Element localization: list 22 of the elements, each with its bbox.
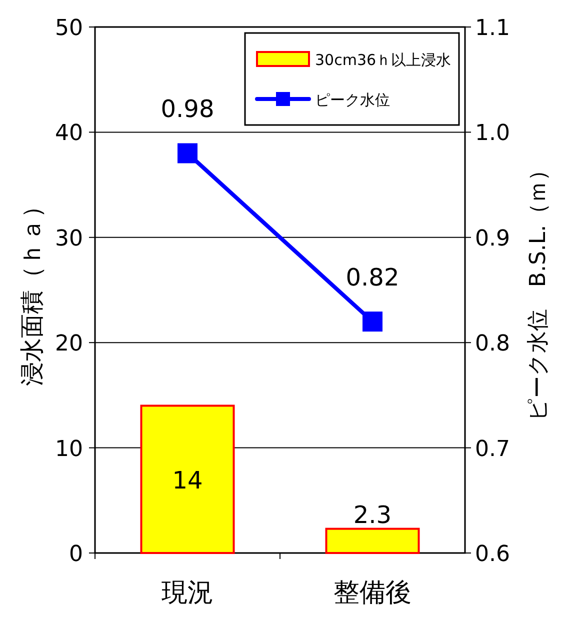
data-label: 0.98 <box>160 95 214 124</box>
y2-axis-title: ピーク水位 B.S.L.（ｍ） <box>526 158 551 422</box>
legend-label: ピーク水位 <box>315 91 390 109</box>
y-tick-label: 30 <box>55 226 83 252</box>
y-axis-title: 浸水面積（ｈａ） <box>18 194 46 386</box>
x-tick-label: 整備後 <box>334 578 412 608</box>
y-tick-label: 0 <box>69 542 83 567</box>
data-label: 0.82 <box>346 264 400 292</box>
y2-tick-label: 0.7 <box>475 436 510 462</box>
y-tick-label: 20 <box>55 332 83 357</box>
x-tick-label: 現況 <box>162 578 214 608</box>
data-label: 2.3 <box>353 500 392 529</box>
y-tick-label: 10 <box>55 436 83 462</box>
data-label: 14 <box>172 466 203 494</box>
y2-tick-label: 0.8 <box>475 332 510 357</box>
y2-tick-label: 1.0 <box>475 121 510 146</box>
y-tick-label: 40 <box>55 121 83 146</box>
y2-tick-label: 0.6 <box>475 542 510 567</box>
y2-tick-label: 1.1 <box>475 16 510 41</box>
y2-tick-label: 0.9 <box>475 226 510 252</box>
legend-label: 30cm36ｈ以上浸水 <box>315 51 452 69</box>
y-tick-label: 50 <box>55 16 83 41</box>
